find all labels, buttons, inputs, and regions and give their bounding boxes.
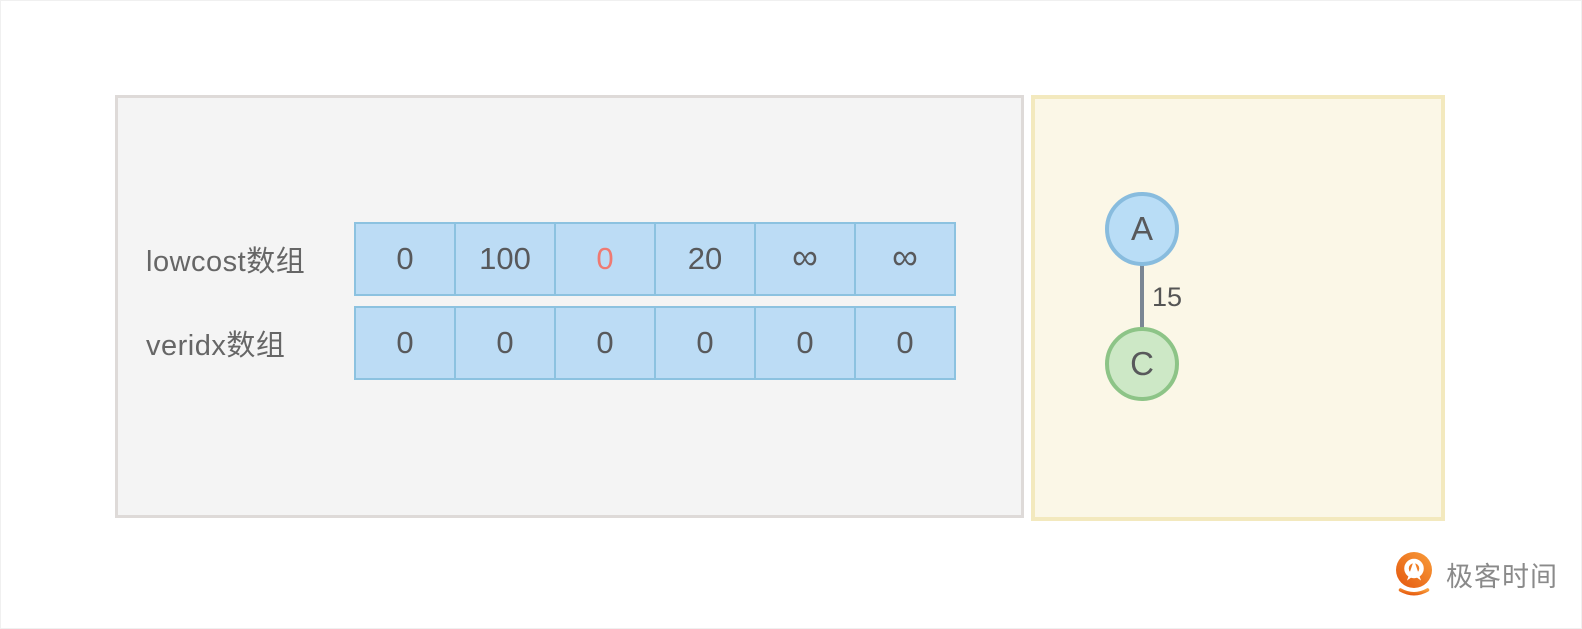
array-cell: 0 xyxy=(354,222,456,296)
lowcost-cells: 0 100 0 20 ∞ ∞ xyxy=(354,222,956,296)
graph-node-C: C xyxy=(1105,327,1179,401)
array-cell: 0 xyxy=(754,306,856,380)
array-cell: 0 xyxy=(454,306,556,380)
edge-weight-label: 15 xyxy=(1152,282,1183,312)
graph-node-A-label: A xyxy=(1130,210,1153,247)
lowcost-row: lowcost数组 0 100 0 20 ∞ ∞ xyxy=(146,222,956,296)
array-cell: 0 xyxy=(554,306,656,380)
lowcost-label: lowcost数组 xyxy=(146,246,306,278)
graph-node-A: A xyxy=(1105,192,1179,266)
array-cell: ∞ xyxy=(854,222,956,296)
graph-panel: 15 A C xyxy=(1031,95,1445,521)
graph-node-C-label: C xyxy=(1130,345,1154,382)
array-cell: 0 xyxy=(554,222,656,296)
edge-A-C xyxy=(1140,234,1144,364)
geektime-logo-text: 极客时间 xyxy=(1446,562,1558,592)
array-cell: 0 xyxy=(354,306,456,380)
array-cell: 20 xyxy=(654,222,756,296)
geektime-logo-icon xyxy=(1396,552,1432,596)
array-cell: 100 xyxy=(454,222,556,296)
array-cell: 0 xyxy=(854,306,956,380)
veridx-label: veridx数组 xyxy=(146,330,286,362)
array-cell: 0 xyxy=(654,306,756,380)
geektime-logo: 极客时间 xyxy=(1393,551,1558,598)
array-cell: ∞ xyxy=(754,222,856,296)
